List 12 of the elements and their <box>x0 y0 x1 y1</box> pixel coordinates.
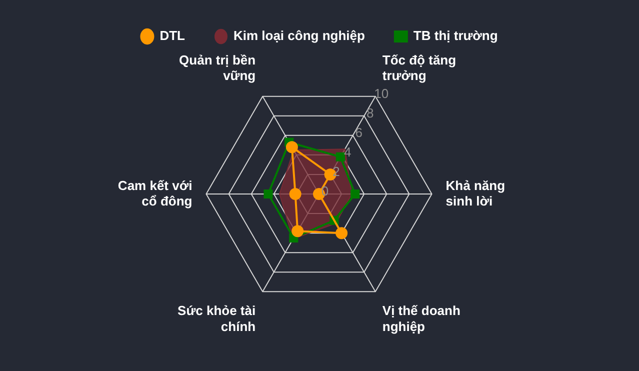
spoke-label: Khả năng sinh lời <box>446 178 506 208</box>
y-tick-label: 6 <box>355 124 362 140</box>
legend-label: DTL <box>160 28 186 44</box>
spoke-label: Sức khỏe tài chính <box>178 303 256 334</box>
legend-label: TB thị trường <box>413 28 498 44</box>
spoke-label: Quản trị bền vững <box>179 52 256 83</box>
y-tick-label: 10 <box>374 86 389 101</box>
y-tick-label: 8 <box>366 105 374 120</box>
spoke-label: Cam kết với cổ đông <box>118 178 192 208</box>
spoke-label: Tốc độ tăng trưởng <box>382 52 456 83</box>
legend-label: Kim loại công nghiệp <box>233 28 365 44</box>
spoke-label: Vị thế doanh nghiệp <box>382 303 460 334</box>
